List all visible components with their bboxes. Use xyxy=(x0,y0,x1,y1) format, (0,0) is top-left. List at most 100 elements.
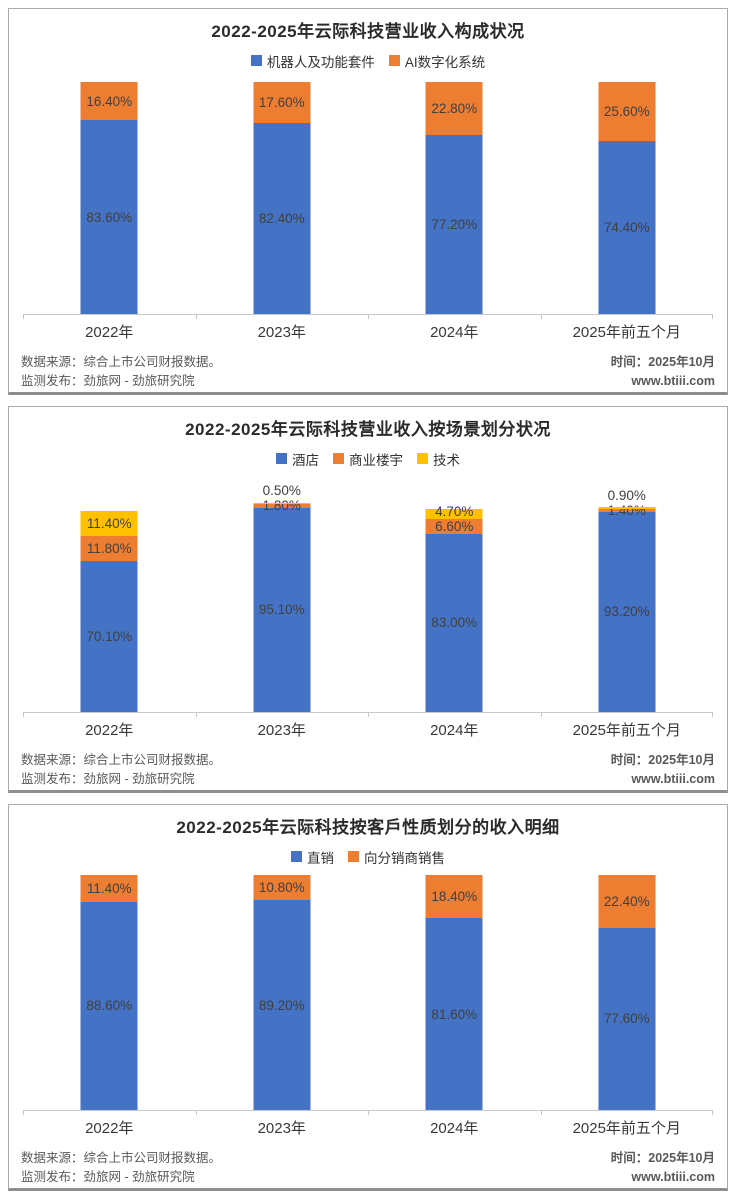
bar-value-label: 0.90% xyxy=(607,487,646,503)
legend-swatch-icon xyxy=(417,453,428,464)
bar-segment xyxy=(598,141,656,314)
legend-swatch-icon xyxy=(291,851,302,862)
bar-segment xyxy=(598,875,656,928)
chart-title: 2022-2025年云际科技营业收入构成状况 xyxy=(211,22,525,41)
x-axis-tick xyxy=(195,712,197,717)
category-label: 2023年 xyxy=(257,722,306,739)
legend-swatch-icon xyxy=(276,453,287,464)
stacked-bar: 70.10% 11.80% 11.40% xyxy=(80,472,138,712)
legend-swatch-icon xyxy=(348,851,359,862)
x-axis-tick xyxy=(712,1110,713,1115)
bar-value-label: 89.20% xyxy=(258,997,305,1013)
bar-slot: 74.40% 25.60% xyxy=(541,74,714,314)
legend-item: 向分销商销售 xyxy=(348,847,445,867)
footer-right: 时间：2025年10月 www.btiii.com xyxy=(611,353,715,391)
bar-value-label: 4.70% xyxy=(435,503,474,519)
bar-value-label: 11.40% xyxy=(86,880,132,896)
bar-slot: 83.60% 16.40% xyxy=(23,74,196,314)
bar-segment xyxy=(425,875,483,919)
legend-swatch-icon xyxy=(333,453,344,464)
bar-value-label: 74.40% xyxy=(603,220,650,236)
bar-segment xyxy=(425,82,483,135)
bar-segment xyxy=(253,502,311,504)
panel-footer: 数据来源：综合上市公司财报数据。 监测发布：劲旅网 - 劲旅研究院 时间：202… xyxy=(21,1149,715,1187)
footer-right: 时间：2025年10月 www.btiii.com xyxy=(611,751,715,789)
data-source-note: 数据来源：综合上市公司财报数据。 xyxy=(21,1151,222,1165)
category-label: 2022年 xyxy=(85,324,134,341)
bar-segment xyxy=(80,82,138,121)
bar-value-label: 16.40% xyxy=(86,93,133,109)
x-axis-labels: 2022年 2023年 2024年 2025年前五个月 xyxy=(23,721,713,740)
x-axis-tick xyxy=(540,712,542,717)
bar-value-label: 6.60% xyxy=(435,518,474,534)
stacked-bar: 89.20% 10.80% xyxy=(253,870,311,1110)
website-url: www.btiii.com xyxy=(631,1170,715,1184)
chart-title: 2022-2025年云际科技按客戶性质划分的收入明细 xyxy=(176,818,560,837)
category-label: 2023年 xyxy=(257,324,306,341)
bar-segment xyxy=(253,82,311,123)
bar-segment xyxy=(598,511,656,712)
chart-legend: 机器人及功能套件 AI数字化系统 xyxy=(21,51,715,71)
bar-value-label: 81.60% xyxy=(431,1006,478,1022)
legend-item: 技术 xyxy=(417,449,460,469)
bar-value-label: 22.40% xyxy=(603,893,650,909)
legend-label: 机器人及功能套件 xyxy=(266,54,375,70)
category-label: 2024年 xyxy=(430,722,479,739)
bar-value-label: 93.20% xyxy=(603,604,650,620)
chart-legend: 酒店 商业楼宇 技术 xyxy=(21,449,715,469)
stacked-bar: 83.60% 16.40% xyxy=(80,74,138,314)
bar-segment xyxy=(253,875,311,901)
bar-value-label: 11.80% xyxy=(86,541,132,557)
category-label: 2024年 xyxy=(430,324,479,341)
legend-label: 酒店 xyxy=(292,452,319,468)
bar-value-label: 88.60% xyxy=(86,998,133,1014)
x-axis-tick xyxy=(368,712,369,717)
bar-value-label: 10.80% xyxy=(258,880,305,896)
category-label: 2022年 xyxy=(85,1120,134,1137)
legend-item: 直销 xyxy=(291,847,334,867)
bar-slot: 83.00% 6.60% 4.70% xyxy=(368,472,541,712)
bar-value-label: 83.00% xyxy=(431,615,478,631)
report-time: 时间：2025年10月 xyxy=(610,355,715,369)
bar-segment xyxy=(425,134,483,314)
bar-segment xyxy=(425,918,483,1110)
category-label: 2024年 xyxy=(430,1120,479,1137)
data-source-note: 数据来源：综合上市公司财报数据。 xyxy=(21,355,222,369)
bar-segment xyxy=(253,507,311,712)
legend-swatch-icon xyxy=(388,55,400,66)
x-axis-tick xyxy=(540,1110,542,1115)
bar-segment xyxy=(425,533,483,712)
category-label: 2022年 xyxy=(85,722,134,739)
stacked-bar: 77.60% 22.40% xyxy=(598,870,656,1110)
chart-plot: 88.60% 11.40% 89.20% 10.80% 81.60% 18.40% 77.6… xyxy=(23,870,713,1115)
legend-label: 商业楼宇 xyxy=(349,452,403,468)
bar-slot: 77.20% 22.80% xyxy=(368,74,541,314)
legend-label: 向分销商销售 xyxy=(364,850,445,866)
bar-segment xyxy=(253,122,311,314)
legend-label: 技术 xyxy=(433,452,460,468)
chart-plot: 83.60% 16.40% 82.40% 17.60% 77.20% 22.80% 74.4… xyxy=(23,74,714,319)
stacked-bar: 74.40% 25.60% xyxy=(598,74,656,314)
bar-segment xyxy=(80,120,138,314)
x-axis-labels: 2022年 2023年 2024年 2025年前五个月 xyxy=(23,1119,713,1138)
x-axis-tick xyxy=(712,314,713,319)
bar-slot: 81.60% 18.40% xyxy=(368,870,541,1110)
x-axis-tick xyxy=(368,1110,369,1115)
legend-swatch-icon xyxy=(250,55,262,66)
stacked-bar: 93.20% 1.40% 0.90% xyxy=(598,472,656,712)
x-axis-labels: 2022年 2023年 2024年 2025年前五个月 xyxy=(23,323,713,342)
x-axis-tick xyxy=(540,314,542,319)
plot-area: 88.60% 11.40% 89.20% 10.80% 81.60% 18.40% 77.6… xyxy=(23,870,713,1110)
footer-right: 时间：2025年10月 www.btiii.com xyxy=(611,1149,715,1187)
legend-label: AI数字化系统 xyxy=(404,54,486,70)
stacked-bar: 83.00% 6.60% 4.70% xyxy=(425,472,483,712)
legend-item: AI数字化系统 xyxy=(388,51,486,71)
bar-segment xyxy=(598,508,656,512)
legend-item: 商业楼宇 xyxy=(333,449,403,469)
x-axis-tick xyxy=(195,1110,197,1115)
bar-segment xyxy=(253,900,311,1110)
bar-value-label: 77.60% xyxy=(603,1011,650,1027)
bar-slot: 89.20% 10.80% xyxy=(196,870,369,1110)
publisher-note: 监测发布：劲旅网 - 劲旅研究院 xyxy=(21,1170,195,1184)
